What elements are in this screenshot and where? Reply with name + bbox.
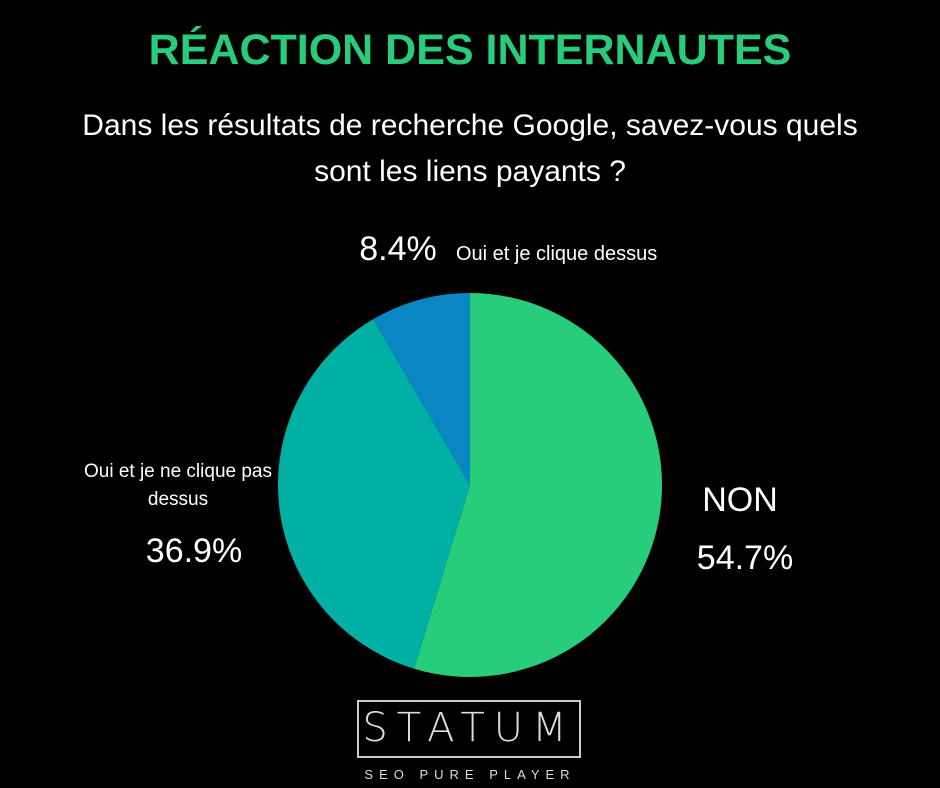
value-label: 8.4%: [359, 230, 437, 268]
pie-slice: [278, 319, 470, 669]
logo-name: STATUM: [362, 705, 576, 751]
category-label: Oui et je clique dessus: [456, 243, 658, 265]
chart-title: RÉACTION DES INTERNAUTES: [148, 26, 792, 74]
chart-subtitle: Dans les résultats de recherche Google, …: [82, 109, 858, 188]
category-label: Oui et je ne clique pas dessus: [83, 461, 272, 510]
pie-slice: [373, 293, 470, 485]
category-label: NON: [702, 481, 778, 519]
value-label: 54.7%: [696, 539, 794, 577]
logo-tagline: SEO PURE PLAYER: [364, 767, 576, 782]
pie-slice: [414, 293, 663, 678]
value-label: 36.9%: [145, 532, 243, 570]
logo-frame: [357, 700, 581, 758]
